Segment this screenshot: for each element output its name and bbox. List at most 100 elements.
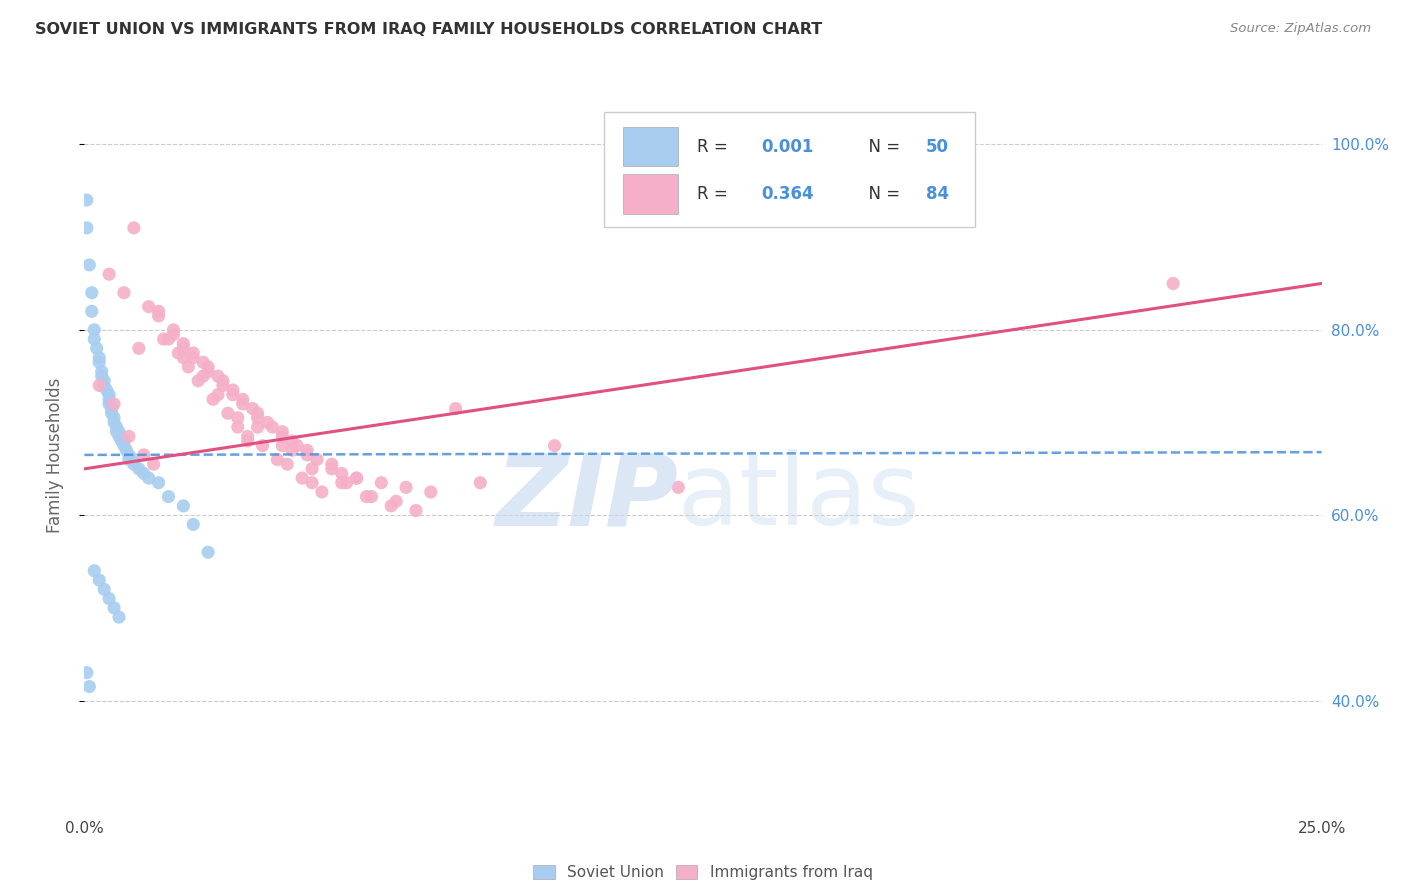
Point bbox=[148, 475, 170, 490]
Point bbox=[98, 397, 121, 411]
Point bbox=[346, 471, 368, 485]
Point bbox=[311, 485, 333, 500]
Point bbox=[80, 285, 103, 300]
Point bbox=[181, 351, 204, 365]
Text: SOVIET UNION VS IMMIGRANTS FROM IRAQ FAMILY HOUSEHOLDS CORRELATION CHART: SOVIET UNION VS IMMIGRANTS FROM IRAQ FAM… bbox=[35, 22, 823, 37]
Point bbox=[232, 392, 254, 407]
Point bbox=[336, 475, 359, 490]
Point bbox=[256, 416, 278, 430]
Point bbox=[112, 285, 135, 300]
Text: 0.001: 0.001 bbox=[761, 137, 814, 155]
Point bbox=[271, 425, 294, 439]
Point bbox=[89, 355, 111, 369]
Point bbox=[89, 378, 111, 392]
Point bbox=[285, 439, 308, 453]
Point bbox=[122, 457, 145, 471]
Point bbox=[172, 336, 194, 351]
Point bbox=[222, 387, 245, 401]
Point bbox=[122, 220, 145, 235]
Point bbox=[148, 304, 170, 318]
Text: N =: N = bbox=[858, 186, 905, 203]
Point bbox=[380, 499, 402, 513]
Point bbox=[226, 420, 249, 434]
Point bbox=[281, 434, 304, 448]
Point bbox=[79, 258, 101, 272]
Point bbox=[76, 193, 98, 207]
Text: R =: R = bbox=[697, 137, 733, 155]
Point bbox=[356, 490, 378, 504]
FancyBboxPatch shape bbox=[623, 127, 678, 166]
Point bbox=[103, 600, 125, 615]
Point bbox=[246, 420, 269, 434]
Point bbox=[148, 309, 170, 323]
Point bbox=[93, 378, 115, 392]
Point bbox=[246, 410, 269, 425]
Point bbox=[197, 545, 219, 559]
Text: atlas: atlas bbox=[678, 450, 920, 546]
Point bbox=[142, 457, 165, 471]
Point bbox=[103, 410, 125, 425]
Point bbox=[385, 494, 408, 508]
Point bbox=[202, 392, 225, 407]
FancyBboxPatch shape bbox=[623, 175, 678, 214]
Point bbox=[83, 564, 105, 578]
Point bbox=[90, 369, 112, 384]
Point bbox=[76, 220, 98, 235]
Point bbox=[207, 369, 229, 384]
Text: 0.364: 0.364 bbox=[761, 186, 814, 203]
Point bbox=[96, 383, 118, 397]
Point bbox=[276, 457, 298, 471]
Point bbox=[181, 517, 204, 532]
Point bbox=[271, 429, 294, 443]
Point bbox=[162, 323, 184, 337]
Point bbox=[1161, 277, 1184, 291]
Point bbox=[236, 429, 259, 443]
Point bbox=[118, 448, 141, 462]
Point bbox=[118, 452, 141, 467]
Point bbox=[98, 392, 121, 407]
Point bbox=[191, 369, 214, 384]
FancyBboxPatch shape bbox=[605, 112, 976, 227]
Point bbox=[105, 425, 128, 439]
Point bbox=[177, 359, 200, 374]
Point bbox=[98, 591, 121, 606]
Point bbox=[108, 610, 131, 624]
Point bbox=[132, 448, 155, 462]
Point bbox=[112, 439, 135, 453]
Point bbox=[212, 378, 235, 392]
Point bbox=[217, 406, 239, 420]
Point bbox=[543, 439, 565, 453]
Point bbox=[100, 406, 122, 420]
Text: 50: 50 bbox=[925, 137, 949, 155]
Point bbox=[212, 374, 235, 388]
Point bbox=[187, 374, 209, 388]
Point bbox=[138, 300, 160, 314]
Point bbox=[128, 462, 150, 476]
Point bbox=[103, 397, 125, 411]
Point bbox=[118, 429, 141, 443]
Point bbox=[167, 346, 190, 360]
Point bbox=[197, 364, 219, 378]
Point bbox=[128, 342, 150, 356]
Point bbox=[666, 480, 689, 494]
Point bbox=[252, 439, 274, 453]
Point bbox=[321, 457, 343, 471]
Point bbox=[93, 582, 115, 597]
Point bbox=[83, 332, 105, 346]
Point bbox=[112, 434, 135, 448]
Point bbox=[405, 503, 427, 517]
Point bbox=[172, 351, 194, 365]
Text: R =: R = bbox=[697, 186, 733, 203]
Text: N =: N = bbox=[858, 137, 905, 155]
Point bbox=[232, 397, 254, 411]
Point bbox=[246, 406, 269, 420]
Point bbox=[330, 467, 353, 481]
Point bbox=[207, 387, 229, 401]
Point bbox=[444, 401, 467, 416]
Point bbox=[98, 387, 121, 401]
Point bbox=[181, 346, 204, 360]
Point bbox=[132, 467, 155, 481]
Point bbox=[222, 383, 245, 397]
Point bbox=[98, 267, 121, 281]
Point bbox=[172, 342, 194, 356]
